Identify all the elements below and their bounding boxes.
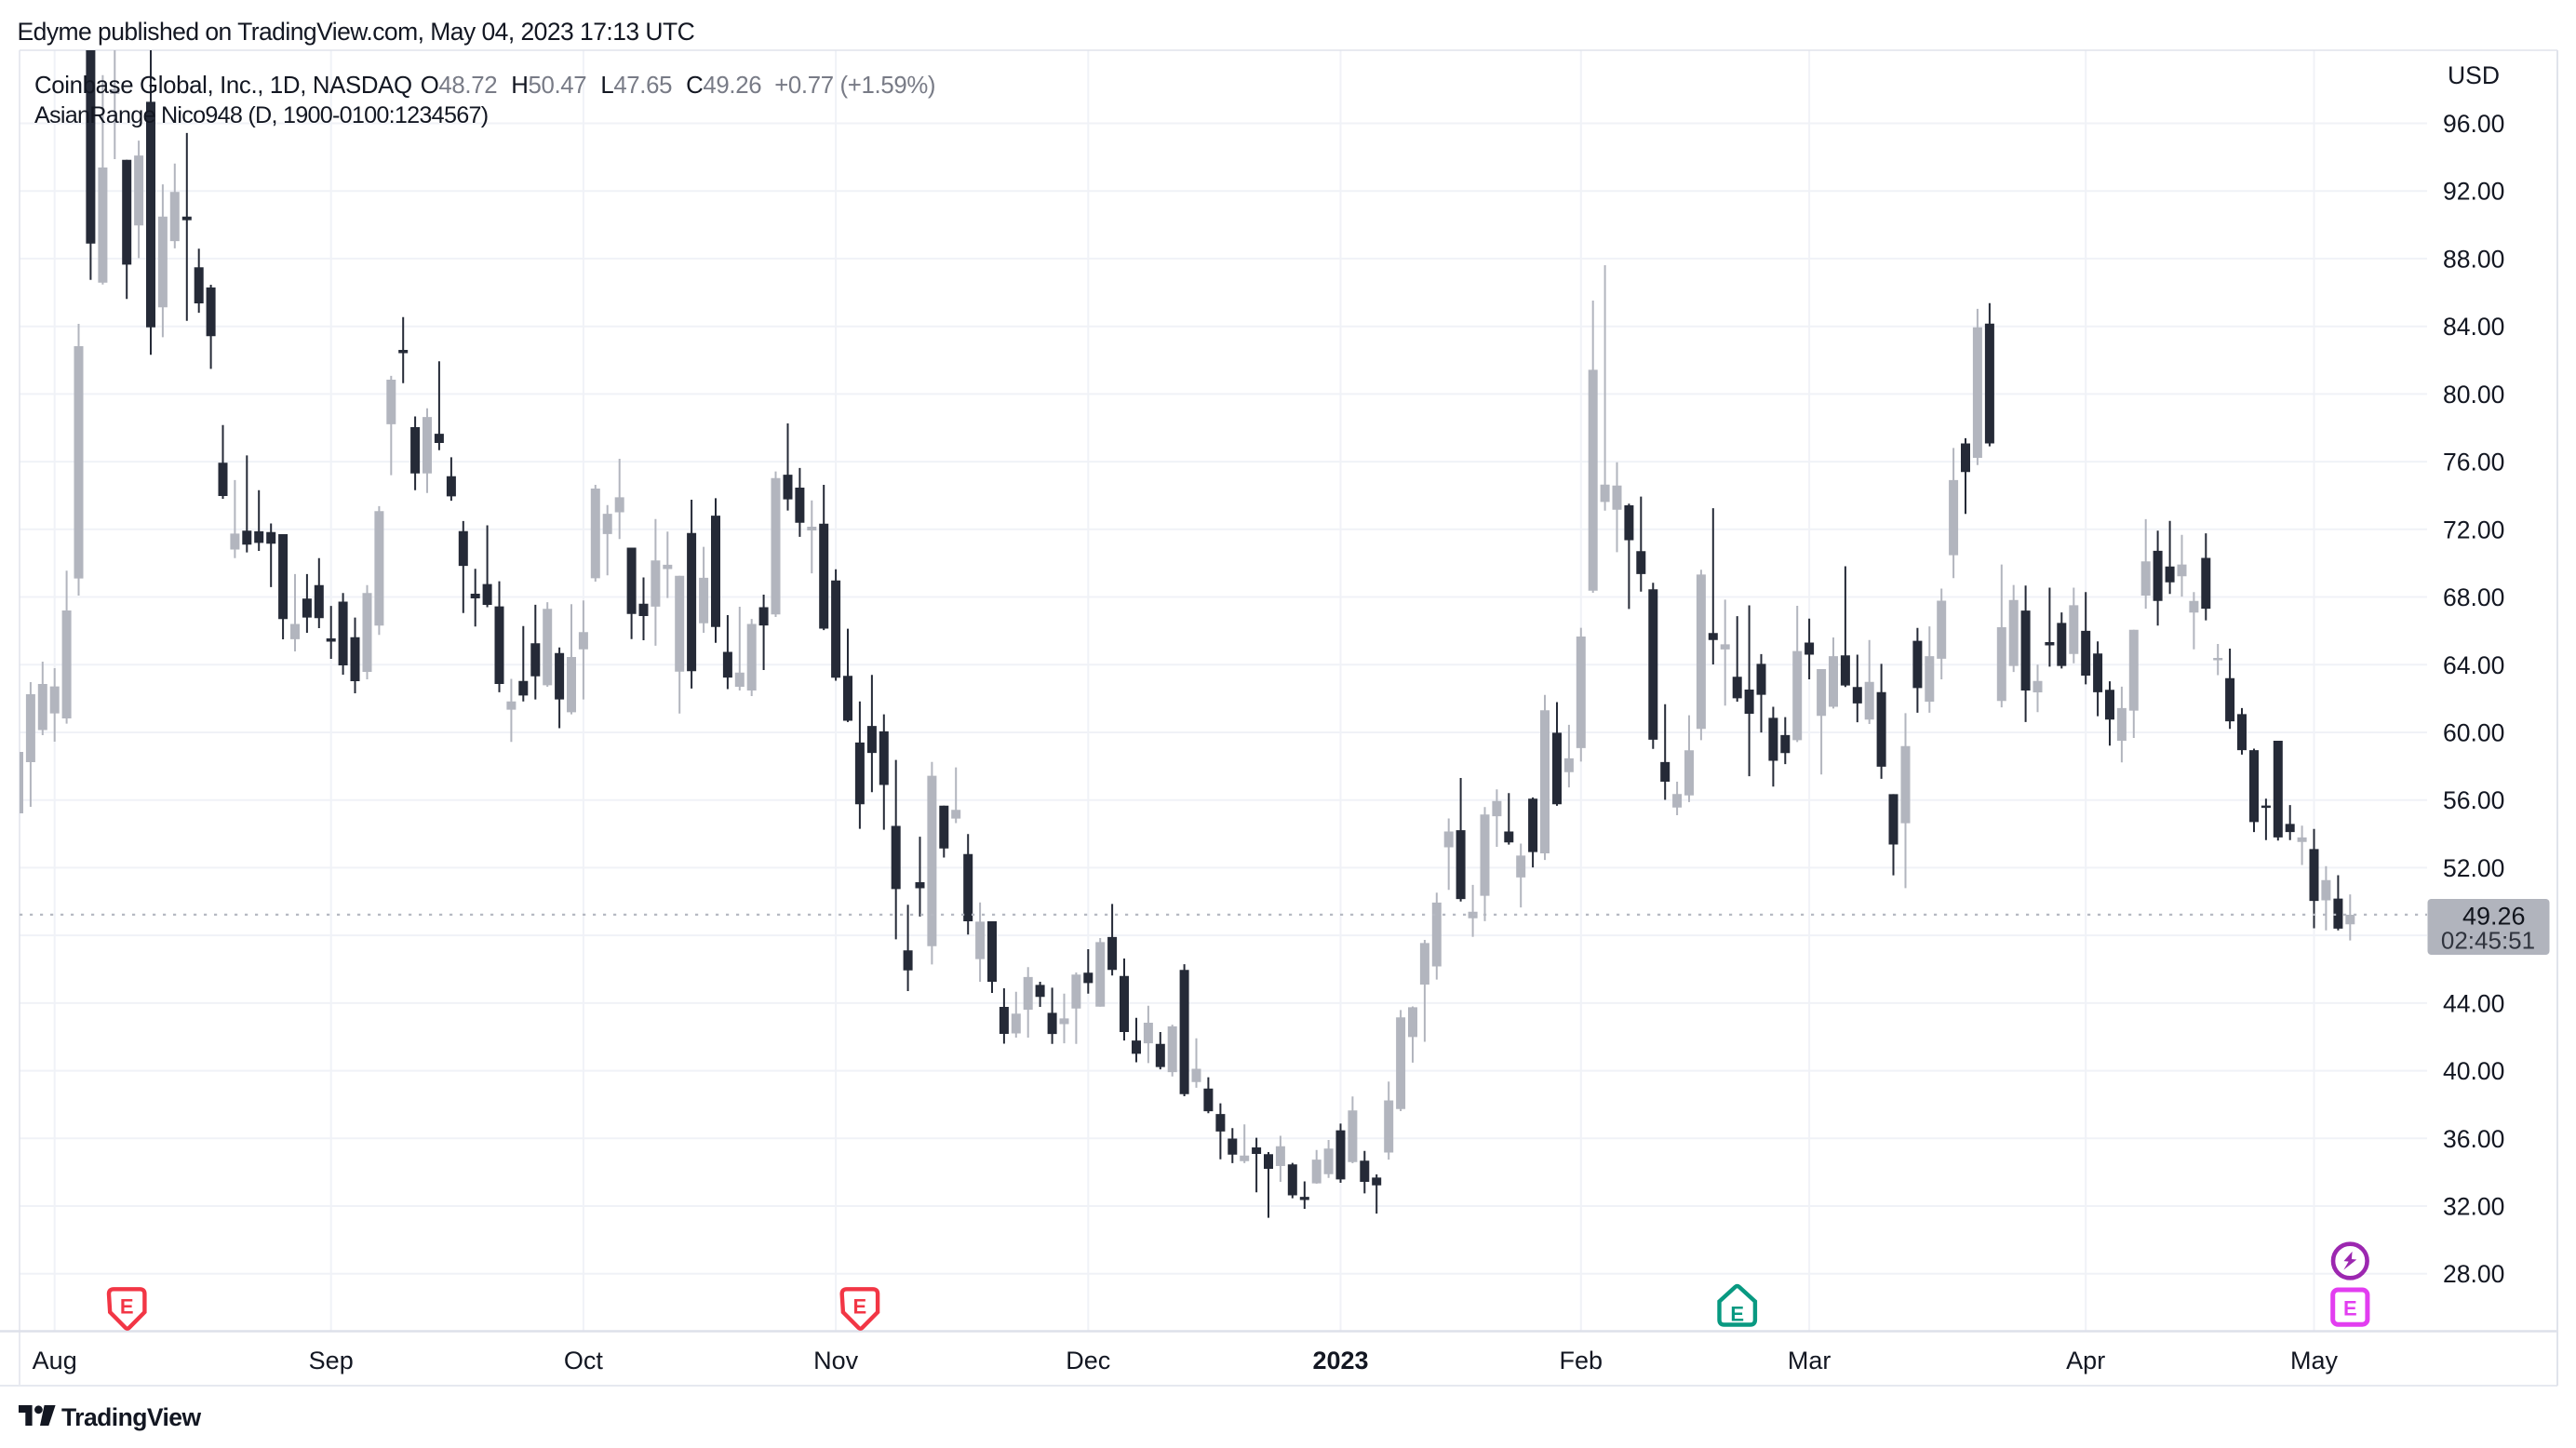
svg-text:56.00: 56.00 [2443, 786, 2504, 814]
svg-text:Edyme published on TradingView: Edyme published on TradingView.com, May … [18, 18, 695, 46]
svg-text:E: E [853, 1295, 867, 1319]
svg-text:72.00: 72.00 [2443, 516, 2504, 543]
svg-text:52.00: 52.00 [2443, 854, 2504, 882]
svg-text:USD: USD [2448, 61, 2500, 89]
svg-text:64.00: 64.00 [2443, 651, 2504, 679]
svg-text:02:45:51: 02:45:51 [2441, 927, 2535, 955]
svg-text:TradingView: TradingView [61, 1403, 201, 1431]
svg-text:Coinbase Global, Inc., 1D, NAS: Coinbase Global, Inc., 1D, NASDAQ O48.72 H… [34, 73, 935, 99]
svg-text:84.00: 84.00 [2443, 313, 2504, 341]
svg-text:44.00: 44.00 [2443, 989, 2504, 1017]
svg-text:Aug: Aug [33, 1347, 77, 1374]
svg-text:49.26: 49.26 [2462, 903, 2526, 931]
svg-text:E: E [2343, 1297, 2357, 1321]
svg-text:Mar: Mar [1788, 1347, 1831, 1374]
svg-text:Apr: Apr [2066, 1347, 2105, 1374]
svg-text:32.00: 32.00 [2443, 1193, 2504, 1221]
svg-text:88.00: 88.00 [2443, 245, 2504, 273]
svg-text:40.00: 40.00 [2443, 1057, 2504, 1085]
svg-text:28.00: 28.00 [2443, 1260, 2504, 1288]
svg-text:E: E [120, 1295, 134, 1319]
svg-text:68.00: 68.00 [2443, 583, 2504, 611]
svg-text:E: E [1730, 1303, 1744, 1326]
svg-text:96.00: 96.00 [2443, 110, 2504, 138]
svg-text:76.00: 76.00 [2443, 449, 2504, 476]
svg-text:AsianRange Nico948 (D, 1900-01: AsianRange Nico948 (D, 1900-0100:1234567… [34, 102, 488, 128]
svg-text:80.00: 80.00 [2443, 381, 2504, 409]
svg-text:Feb: Feb [1560, 1347, 1603, 1374]
svg-text:Dec: Dec [1066, 1347, 1110, 1374]
svg-text:60.00: 60.00 [2443, 719, 2504, 747]
svg-text:May: May [2290, 1347, 2339, 1374]
svg-text:Oct: Oct [564, 1347, 604, 1374]
svg-text:36.00: 36.00 [2443, 1125, 2504, 1153]
svg-text:Nov: Nov [813, 1347, 859, 1374]
svg-text:92.00: 92.00 [2443, 178, 2504, 206]
svg-text:2023: 2023 [1312, 1347, 1368, 1374]
svg-text:Sep: Sep [309, 1347, 354, 1374]
